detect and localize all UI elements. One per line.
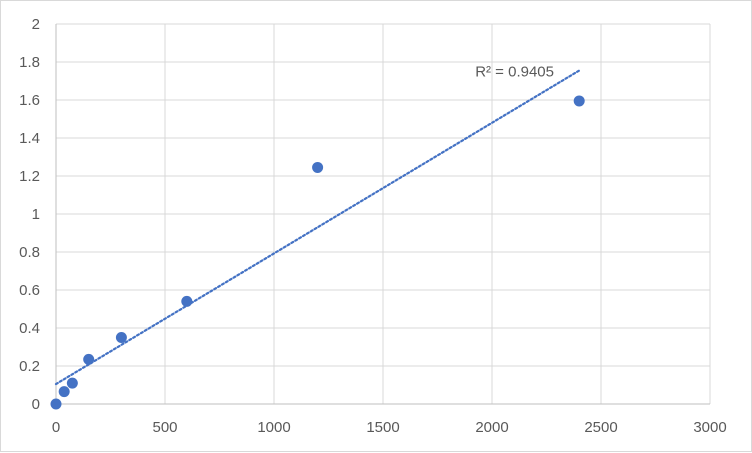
y-tick-label: 0 <box>32 396 40 413</box>
trendline <box>54 69 581 386</box>
data-point <box>312 161 324 173</box>
x-tick-label: 500 <box>152 419 177 436</box>
x-tick-label: 1500 <box>366 419 399 436</box>
y-tick-label: 1.2 <box>19 168 40 185</box>
data-point <box>115 332 127 343</box>
y-tick-label: 0.6 <box>19 282 40 299</box>
x-tick-label: 0 <box>52 419 60 436</box>
trendline-layer <box>54 69 581 386</box>
r-squared-label: R² = 0.9405 <box>475 64 554 81</box>
data-point <box>50 398 62 410</box>
data-point <box>181 295 193 307</box>
x-tick-label: 2500 <box>584 419 617 436</box>
data-point <box>58 386 70 398</box>
y-tick-label: 1.8 <box>19 54 40 71</box>
y-tick-label: 1.4 <box>19 130 40 147</box>
tick-labels: 0 0.2 0.4 0.6 0.8 1 1.2 1.4 1.6 1.8 2 0 500 1000 1500 2… <box>19 16 727 436</box>
data-point <box>83 353 95 365</box>
data-point <box>573 95 585 107</box>
gridlines <box>56 23 711 404</box>
y-tick-label: 1.6 <box>19 92 40 109</box>
axes <box>55 24 710 405</box>
y-tick-label: 1 <box>32 206 40 223</box>
y-tick-label: 0.2 <box>19 358 40 375</box>
y-tick-label: 0.8 <box>19 244 40 261</box>
x-tick-label: 2000 <box>475 419 508 436</box>
x-tick-label: 1000 <box>257 419 290 436</box>
data-point <box>66 377 78 389</box>
y-tick-label: 2 <box>32 16 40 33</box>
data-points <box>50 95 585 410</box>
x-tick-label: 3000 <box>693 419 726 436</box>
y-tick-label: 0.4 <box>19 320 40 337</box>
